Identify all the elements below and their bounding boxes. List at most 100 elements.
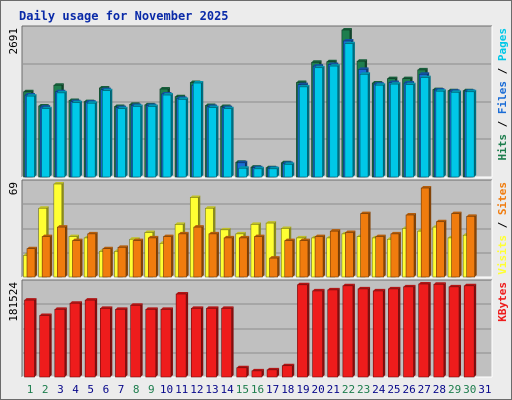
bar-face bbox=[162, 94, 172, 178]
bar-side bbox=[79, 301, 82, 377]
bar-face bbox=[345, 232, 354, 278]
bar-kbytes bbox=[206, 306, 219, 378]
bar-top bbox=[284, 162, 295, 165]
bar-kbytes bbox=[251, 368, 264, 378]
bar-face bbox=[465, 91, 475, 178]
x-label-day: 26 bbox=[402, 383, 415, 396]
bar-top bbox=[358, 67, 369, 70]
bar-face bbox=[329, 230, 339, 278]
bar-face bbox=[299, 240, 309, 278]
bar-kbytes bbox=[388, 286, 401, 378]
legend-files: Files bbox=[496, 81, 509, 114]
bar-kbytes bbox=[266, 367, 280, 378]
bar-kbytes bbox=[448, 284, 462, 378]
bar-face bbox=[130, 304, 141, 378]
bar-side bbox=[307, 238, 310, 277]
bar-face bbox=[281, 365, 293, 378]
bar-side bbox=[155, 104, 158, 177]
bar-face bbox=[359, 74, 369, 178]
bar-face bbox=[117, 247, 127, 278]
bar-top bbox=[115, 307, 128, 310]
bar-side bbox=[246, 166, 249, 177]
bar-top bbox=[299, 84, 310, 87]
bar-side bbox=[201, 81, 204, 177]
bar-sites bbox=[329, 229, 341, 278]
bar-top bbox=[38, 206, 49, 209]
bar-side bbox=[186, 292, 189, 377]
bar-face bbox=[132, 240, 142, 278]
bar-pages bbox=[177, 97, 189, 178]
bar-side bbox=[262, 234, 265, 277]
bar-face bbox=[238, 167, 248, 178]
bar-top bbox=[296, 80, 307, 83]
bar-pages bbox=[359, 72, 371, 178]
bar-face bbox=[418, 283, 429, 378]
x-label-day: 20 bbox=[312, 383, 325, 396]
bar-top bbox=[53, 182, 64, 184]
bar-side bbox=[95, 231, 98, 277]
bar-side bbox=[368, 286, 371, 377]
bar-side bbox=[459, 284, 462, 377]
bar-side bbox=[398, 286, 401, 377]
bar-top bbox=[205, 206, 216, 209]
bar-top bbox=[69, 301, 82, 304]
bar-face bbox=[86, 102, 96, 178]
bar-top bbox=[148, 235, 159, 238]
bar-face bbox=[223, 237, 233, 278]
bar-kbytes bbox=[312, 288, 325, 378]
panel-pages-files-hits: 2691 Hits / Files / Pages bbox=[7, 25, 509, 178]
bar-sites bbox=[451, 211, 462, 278]
bar-face bbox=[163, 236, 172, 278]
bar-sites bbox=[314, 234, 326, 278]
bar-top bbox=[299, 238, 310, 241]
y-max-label: 69 bbox=[7, 182, 20, 195]
bar-face bbox=[41, 108, 50, 178]
bar-top bbox=[345, 230, 356, 233]
bar-kbytes bbox=[342, 283, 355, 378]
bar-top bbox=[360, 211, 371, 214]
bar-face bbox=[314, 236, 324, 278]
bar-side bbox=[383, 288, 386, 377]
bar-face bbox=[312, 290, 323, 378]
x-label-day: 15 bbox=[236, 383, 249, 396]
bar-sites bbox=[178, 231, 189, 278]
bar-face bbox=[39, 315, 50, 378]
bar-pages bbox=[390, 82, 401, 178]
bar-top bbox=[56, 90, 67, 93]
bar-top bbox=[224, 235, 235, 238]
bar-top bbox=[375, 83, 386, 86]
bar-kbytes bbox=[115, 307, 128, 378]
bar-side bbox=[216, 306, 219, 377]
bar-side bbox=[443, 282, 446, 377]
bar-side bbox=[50, 234, 53, 277]
bar-top bbox=[388, 80, 399, 83]
bar-pages bbox=[223, 106, 234, 178]
bar-top bbox=[343, 38, 354, 41]
bar-top bbox=[208, 105, 219, 108]
bar-face bbox=[448, 286, 460, 378]
bar-pages bbox=[71, 100, 82, 178]
bar-top bbox=[314, 65, 325, 68]
bar-top bbox=[420, 75, 431, 78]
bar-top bbox=[145, 307, 158, 310]
bar-top bbox=[313, 64, 324, 67]
bar-sites bbox=[436, 219, 447, 278]
bar-top bbox=[405, 82, 416, 85]
bar-face bbox=[56, 92, 66, 178]
bar-pages bbox=[147, 104, 158, 178]
bar-top bbox=[466, 89, 477, 92]
bar-side bbox=[65, 225, 68, 277]
bar-top bbox=[417, 67, 428, 70]
bar-top bbox=[436, 219, 447, 222]
x-label-day: 25 bbox=[387, 383, 400, 396]
bar-sites bbox=[299, 238, 310, 278]
legend-hits: Hits bbox=[496, 134, 509, 161]
bar-top bbox=[178, 231, 189, 234]
bar-sites bbox=[390, 231, 401, 278]
bar-side bbox=[459, 211, 462, 277]
bar-face bbox=[24, 299, 35, 378]
bar-top bbox=[193, 81, 204, 84]
bar-top bbox=[159, 87, 170, 90]
bar-top bbox=[360, 72, 371, 75]
